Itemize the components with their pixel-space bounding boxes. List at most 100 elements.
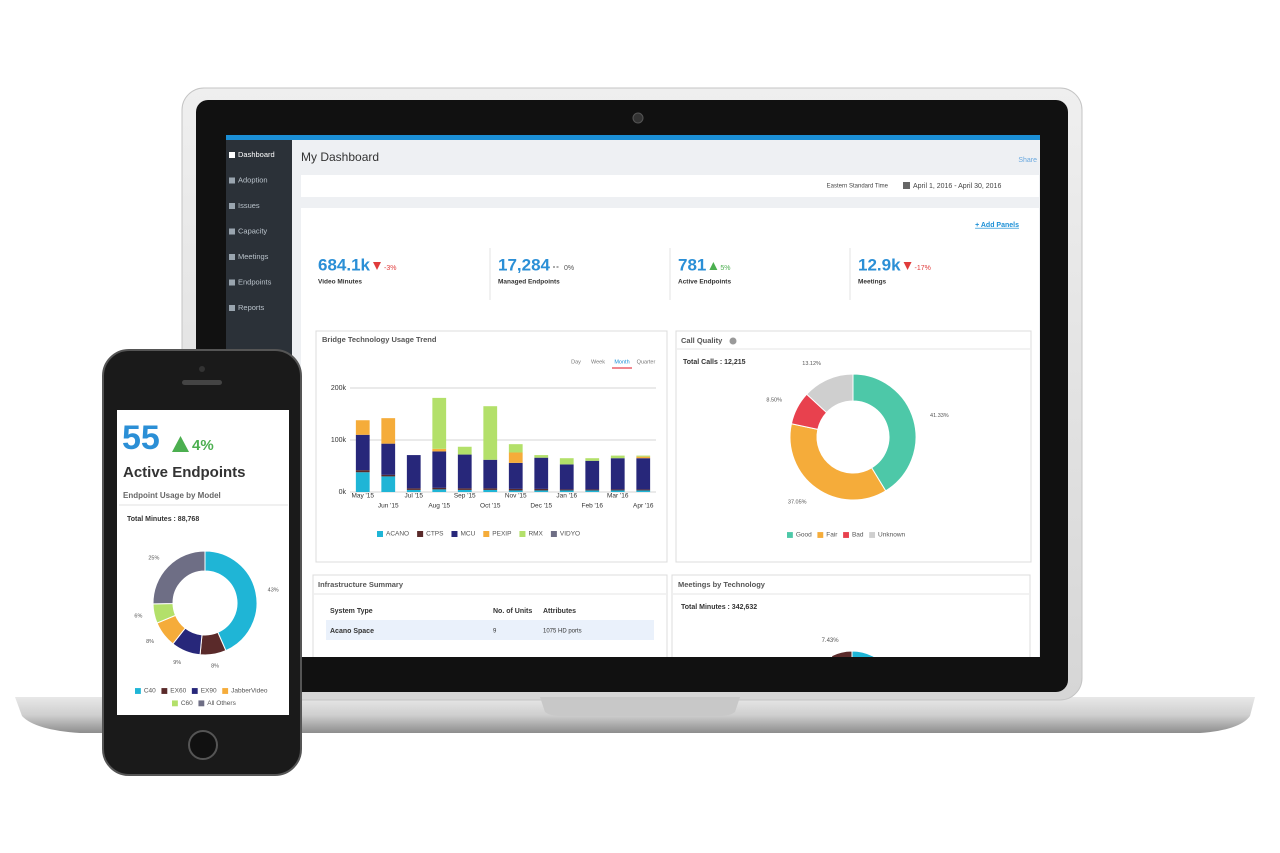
nav-icon — [229, 279, 235, 286]
pie-slice — [152, 550, 206, 605]
nav-item[interactable]: Capacity — [238, 226, 267, 235]
table-cell: Acano Space — [330, 628, 374, 635]
kpi-label: Meetings — [858, 279, 887, 286]
share-link[interactable]: Share — [1018, 157, 1037, 164]
panel-title: Meetings by Technology — [678, 580, 766, 589]
legend-item: C40 — [135, 688, 156, 695]
nav-icon — [229, 177, 235, 184]
screen: My Dashboard Share Eastern Standard Time… — [226, 135, 1040, 657]
bar-segment — [559, 464, 574, 490]
kpi-change: -3% — [384, 265, 396, 272]
nav-icon — [229, 254, 235, 260]
legend-item: Bad — [843, 532, 864, 539]
table-header: System Type — [330, 608, 373, 615]
kpi-value: 684.1k — [318, 255, 371, 274]
nav-icon — [229, 203, 235, 209]
date-range[interactable]: April 1, 2016 - April 30, 2016 — [913, 183, 1001, 190]
bar-segment — [483, 489, 498, 492]
add-panels[interactable]: + Add Panels — [975, 222, 1019, 229]
slice-label: 7.43% — [822, 638, 840, 644]
bar-segment — [355, 434, 370, 471]
down-arrow — [903, 262, 912, 270]
tab[interactable]: Quarter — [637, 359, 656, 365]
bar-segment — [508, 488, 523, 491]
legend: C40 EX60 EX90 JabberVideo C60 All Others — [135, 688, 268, 707]
bar-segment — [457, 454, 472, 489]
panel-title: Infrastructure Summary — [318, 580, 404, 589]
nav-item[interactable]: Adoption — [238, 175, 268, 184]
legend: Good Fair Bad Unknown — [787, 532, 906, 539]
calendar-icon — [903, 182, 910, 189]
slice-label: 25% — [148, 556, 159, 562]
bar-segment — [585, 489, 600, 491]
bar-segment — [406, 489, 421, 492]
slice-label: 6% — [134, 614, 142, 620]
pie-slice — [806, 373, 854, 414]
bar-segment — [483, 488, 498, 490]
table-header: Attributes — [543, 608, 576, 615]
panel-title: Bridge Technology Usage Trend — [322, 335, 437, 344]
legend-swatch — [198, 700, 205, 707]
top-bar — [226, 135, 1040, 140]
home-button[interactable] — [188, 730, 218, 760]
legend-swatch — [787, 532, 793, 538]
up-arrow — [709, 262, 718, 270]
panel-subtitle: Total Calls : 12,215 — [683, 359, 746, 366]
y-tick-label: 200k — [331, 385, 347, 392]
up-arrow — [172, 436, 189, 452]
infra-panel — [312, 574, 668, 657]
legend-swatch — [817, 532, 824, 538]
panel-title: Call Quality — [681, 336, 723, 345]
phone-kpi-change: 4% — [192, 437, 214, 454]
x-tick-label: Aug '15 — [428, 503, 450, 510]
nav-item[interactable]: Dashboard — [238, 150, 275, 159]
nav-item[interactable]: Issues — [238, 201, 260, 210]
legend-swatch — [172, 700, 178, 707]
legend-swatch — [161, 688, 168, 694]
x-tick-label: Dec '15 — [530, 503, 552, 510]
legend: ACANO CTPS MCU PEXIP RMX VIDYO — [377, 531, 580, 538]
legend-swatch — [483, 531, 490, 537]
bar-segment — [432, 487, 447, 490]
bar-segment — [432, 397, 447, 449]
tab[interactable]: Month — [614, 359, 629, 365]
bar-segment — [610, 455, 625, 459]
quality-panel — [675, 330, 1032, 563]
legend-label: Unknown — [878, 532, 905, 539]
bar-segment — [636, 455, 651, 457]
legend-swatch — [135, 688, 141, 694]
legend-label: RMX — [528, 531, 543, 538]
bar-segment — [610, 489, 625, 491]
legend-swatch — [451, 531, 458, 537]
x-tick-label: Sep '15 — [454, 493, 476, 500]
bar-segment — [355, 470, 370, 473]
pie-slice — [830, 650, 853, 657]
kpi-value: 12.9k — [858, 255, 901, 274]
pie-slice — [204, 550, 258, 652]
timezone: Eastern Standard Time — [827, 184, 889, 190]
nav-item[interactable]: Endpoints — [238, 277, 272, 286]
nav-item[interactable]: Meetings — [238, 252, 269, 261]
legend-swatch — [550, 531, 557, 537]
slice-label: 13.12% — [802, 361, 821, 367]
bar-segment — [432, 451, 447, 488]
legend-item: Good — [787, 532, 812, 539]
info-icon[interactable] — [729, 337, 737, 345]
legend-label: VIDYO — [560, 531, 580, 538]
row-bg — [326, 620, 654, 640]
bar-segment — [355, 420, 370, 435]
legend-swatch — [191, 688, 198, 694]
x-tick-label: Jan '16 — [556, 493, 577, 500]
kpi-change: 5% — [720, 265, 730, 272]
bar-segment — [381, 474, 396, 477]
bar-segment — [559, 458, 574, 465]
legend-swatch — [377, 531, 383, 537]
tab[interactable]: Day — [571, 359, 581, 365]
nav-item[interactable]: Reports — [238, 303, 265, 312]
bar-segment — [483, 459, 498, 489]
tab[interactable]: Week — [591, 359, 605, 365]
kpi-value: 781 — [678, 255, 706, 274]
bar-segment — [432, 489, 447, 492]
bar-segment — [457, 488, 472, 490]
x-tick-label: Oct '15 — [480, 503, 501, 510]
